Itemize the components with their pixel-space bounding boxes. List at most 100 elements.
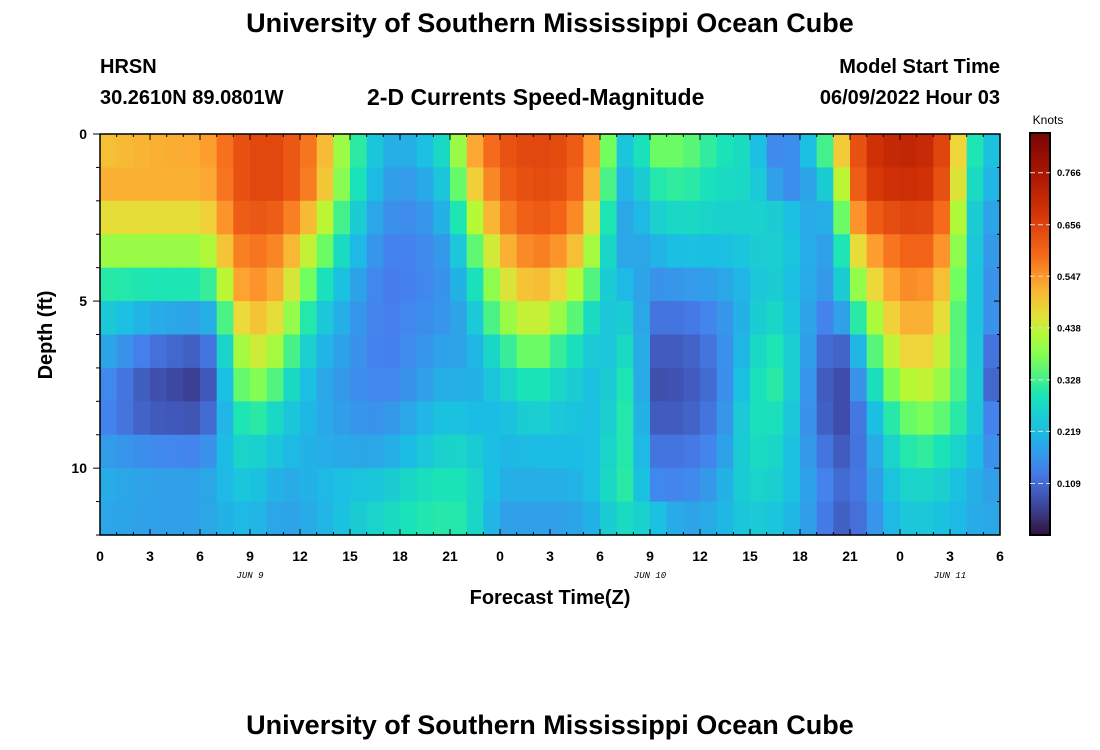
heatmap-cell (583, 501, 601, 536)
heatmap-cell (883, 267, 901, 302)
heatmap-cell (150, 334, 168, 369)
heatmap-cell (733, 301, 751, 336)
heatmap-cell (933, 401, 951, 436)
heatmap-cell (816, 301, 834, 336)
heatmap-cell (466, 134, 484, 169)
heatmap-cell (933, 167, 951, 202)
heatmap-cell (266, 434, 284, 469)
heatmap-cell (333, 200, 351, 235)
heatmap-cell (166, 367, 184, 402)
heatmap-cell (433, 301, 451, 336)
heatmap-cell (633, 401, 651, 436)
heatmap-cell (733, 334, 751, 369)
heatmap-cell (816, 367, 834, 402)
heatmap-cell (950, 267, 968, 302)
heatmap-cell (850, 367, 868, 402)
heatmap-cell (416, 468, 434, 503)
heatmap-cell (533, 167, 551, 202)
heatmap-cell (883, 167, 901, 202)
heatmap-cell (166, 401, 184, 436)
heatmap-cell (833, 234, 851, 269)
heatmap-cell (950, 334, 968, 369)
heatmap-cell (483, 200, 501, 235)
heatmap-cell (616, 167, 634, 202)
heatmap-cell (500, 134, 518, 169)
heatmap-cell (116, 167, 134, 202)
x-tick-label: 3 (146, 548, 154, 564)
colorbar-tick-label: 0.109 (1057, 479, 1081, 490)
heatmap-cell (600, 267, 618, 302)
heatmap-cell (766, 434, 784, 469)
heatmap-cell (266, 334, 284, 369)
heatmap-cell (500, 434, 518, 469)
heatmap-cell (983, 301, 1001, 336)
heatmap-cell (283, 301, 301, 336)
heatmap-cell (183, 367, 201, 402)
heatmap-cell (416, 134, 434, 169)
x-tick-label: 18 (392, 548, 408, 564)
heatmap-cell (700, 501, 718, 536)
heatmap-cell (450, 434, 468, 469)
heatmap-cell (550, 301, 568, 336)
heatmap-cell (433, 200, 451, 235)
heatmap-cell (483, 167, 501, 202)
heatmap-cell (383, 334, 401, 369)
heatmap-cell (266, 401, 284, 436)
heatmap-cell (933, 468, 951, 503)
heatmap-cell (216, 334, 234, 369)
heatmap-cell (466, 334, 484, 369)
heatmap-cell (666, 468, 684, 503)
heatmap-cell (466, 234, 484, 269)
heatmap-cell (266, 234, 284, 269)
x-day-label: JUN 9 (236, 571, 264, 581)
heatmap-cell (566, 401, 584, 436)
heatmap-cell (466, 267, 484, 302)
heatmap-cell (883, 134, 901, 169)
heatmap-cell (650, 434, 668, 469)
heatmap-cell (766, 334, 784, 369)
heatmap-cell (450, 301, 468, 336)
heatmap-cell (666, 434, 684, 469)
heatmap-cell (316, 167, 334, 202)
heatmap-cell (800, 301, 818, 336)
heatmap-cell (983, 501, 1001, 536)
heatmap-cell (933, 367, 951, 402)
heatmap-cell (333, 134, 351, 169)
heatmap-cell (216, 367, 234, 402)
heatmap-cell (683, 468, 701, 503)
heatmap-cell (500, 167, 518, 202)
heatmap-cell (600, 501, 618, 536)
heatmap-cell (750, 334, 768, 369)
heatmap-cell (716, 267, 734, 302)
heatmap-cell (983, 401, 1001, 436)
heatmap-cell (783, 167, 801, 202)
heatmap-cell (966, 267, 984, 302)
heatmap-cell (966, 434, 984, 469)
heatmap-cell (950, 401, 968, 436)
heatmap-cell (516, 334, 534, 369)
heatmap-cell (750, 234, 768, 269)
heatmap-cell (300, 267, 318, 302)
heatmap-cell (183, 234, 201, 269)
heatmap-cell (283, 200, 301, 235)
heatmap-cell (333, 367, 351, 402)
heatmap-cell (216, 200, 234, 235)
heatmap-cell (500, 200, 518, 235)
footer-title: University of Southern Mississippi Ocean… (246, 710, 854, 740)
heatmap-cell (600, 401, 618, 436)
heatmap-cell (500, 367, 518, 402)
heatmap-cell (133, 134, 151, 169)
heatmap-cell (783, 334, 801, 369)
heatmap-cell (433, 334, 451, 369)
heatmap-cell (150, 434, 168, 469)
heatmap-cell (350, 134, 368, 169)
heatmap-cell (983, 434, 1001, 469)
y-tick-label: 10 (71, 460, 87, 476)
heatmap-cell (833, 434, 851, 469)
colorbar-tick-label: 0.438 (1057, 323, 1081, 334)
heatmap-cell (750, 200, 768, 235)
heatmap-cell (833, 501, 851, 536)
heatmap-cell (233, 434, 251, 469)
heatmap-cell (300, 167, 318, 202)
heatmap-cell (200, 434, 218, 469)
